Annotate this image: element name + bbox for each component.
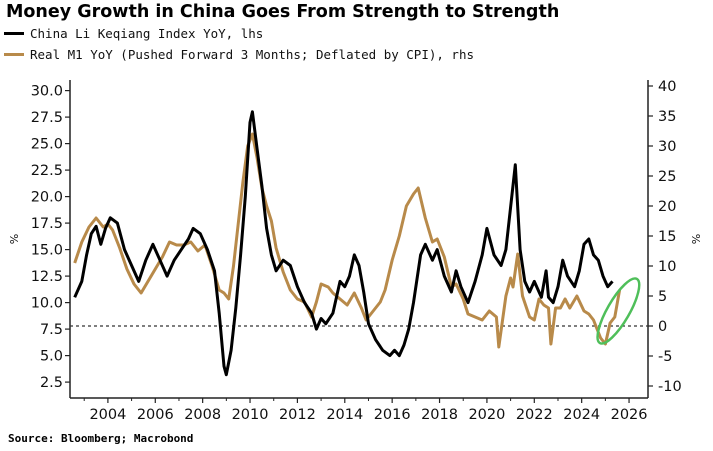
left-tick-label: 27.5: [31, 110, 63, 126]
legend-swatch-m1: [4, 53, 24, 56]
legend-swatch-li: [4, 32, 24, 35]
legend-item-m1: Real M1 YoY (Pushed Forward 3 Months; De…: [4, 47, 474, 62]
x-tick-label: 2020: [468, 407, 505, 423]
left-tick-label: 25.0: [31, 137, 63, 153]
series-line-m1: [73, 132, 622, 349]
left-tick-label: 22.5: [31, 163, 63, 179]
right-tick-label: 15: [658, 229, 676, 245]
legend-label-li: China Li Keqiang Index YoY, lhs: [30, 26, 264, 41]
left-tick-label: 17.5: [31, 216, 63, 232]
x-tick-label: 2006: [137, 407, 174, 423]
right-tick-label: 40: [658, 79, 676, 95]
left-axis-label: %: [8, 234, 21, 244]
chart-title: Money Growth in China Goes From Strength…: [6, 2, 560, 22]
right-tick-label: -5: [658, 349, 672, 365]
x-tick-label: 2018: [421, 407, 458, 423]
left-tick-label: 15.0: [31, 243, 63, 259]
right-tick-label: 25: [658, 169, 676, 185]
right-tick-label: 30: [658, 139, 676, 155]
series-line-li: [73, 110, 614, 377]
left-tick-label: 5.0: [40, 349, 63, 365]
left-tick-label: 30.0: [31, 84, 63, 100]
right-tick-label: 5: [658, 289, 667, 305]
left-tick-label: 12.5: [31, 269, 63, 285]
highlight-ellipse: [596, 277, 641, 345]
left-tick-label: 20.0: [31, 190, 63, 206]
source-note: Source: Bloomberg; Macrobond: [8, 432, 194, 445]
right-tick-label: 20: [658, 199, 676, 215]
left-tick-label: 7.5: [40, 322, 63, 338]
x-tick-label: 2004: [89, 407, 126, 423]
x-tick-label: 2012: [279, 407, 316, 423]
x-tick-label: 2010: [232, 407, 269, 423]
x-tick-label: 2026: [611, 407, 648, 423]
right-axis-label: %: [690, 234, 703, 244]
right-tick-label: -10: [658, 379, 682, 395]
left-tick-label: 2.5: [40, 375, 63, 391]
x-tick-label: 2014: [326, 407, 363, 423]
right-tick-label: 0: [658, 319, 667, 335]
legend-label-m1: Real M1 YoY (Pushed Forward 3 Months; De…: [30, 47, 475, 62]
x-tick-label: 2022: [516, 407, 553, 423]
right-tick-label: 10: [658, 259, 676, 275]
right-tick-label: 35: [658, 109, 676, 125]
left-tick-label: 10.0: [31, 296, 63, 312]
x-tick-label: 2008: [184, 407, 221, 423]
x-tick-label: 2024: [563, 407, 600, 423]
x-tick-label: 2016: [374, 407, 411, 423]
legend-item-li: China Li Keqiang Index YoY, lhs: [4, 26, 263, 41]
